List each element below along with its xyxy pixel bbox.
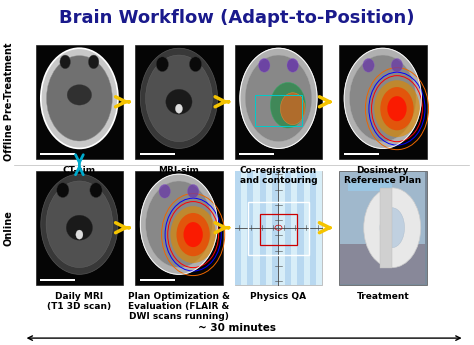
- FancyBboxPatch shape: [339, 45, 427, 159]
- Ellipse shape: [46, 181, 113, 267]
- Bar: [140, 279, 175, 281]
- Ellipse shape: [258, 59, 270, 72]
- Text: Dosimetry
Reference Plan: Dosimetry Reference Plan: [344, 166, 421, 185]
- Ellipse shape: [166, 89, 192, 114]
- Ellipse shape: [76, 230, 83, 239]
- FancyBboxPatch shape: [36, 171, 123, 285]
- Bar: [140, 153, 175, 155]
- Bar: [260, 171, 266, 285]
- Ellipse shape: [140, 48, 218, 148]
- Bar: [340, 244, 425, 284]
- Text: Online: Online: [3, 210, 14, 246]
- Ellipse shape: [176, 213, 210, 256]
- Text: Plan Optimization &
Evaluation (FLAIR &
DWI scans running): Plan Optimization & Evaluation (FLAIR & …: [128, 292, 230, 321]
- Bar: [254, 171, 260, 285]
- Text: CT-sim: CT-sim: [63, 166, 96, 175]
- Bar: [297, 171, 303, 285]
- Ellipse shape: [60, 55, 71, 69]
- Bar: [241, 171, 247, 285]
- Ellipse shape: [41, 48, 118, 148]
- Text: Treatment: Treatment: [356, 292, 409, 300]
- Bar: [344, 153, 379, 155]
- Ellipse shape: [170, 206, 216, 263]
- Bar: [259, 214, 297, 245]
- FancyBboxPatch shape: [235, 171, 322, 285]
- Ellipse shape: [159, 185, 171, 198]
- Text: Brain Workflow (Adapt-to-Position): Brain Workflow (Adapt-to-Position): [59, 9, 415, 27]
- Ellipse shape: [140, 174, 218, 274]
- Ellipse shape: [57, 183, 69, 198]
- Bar: [310, 171, 316, 285]
- Bar: [348, 180, 392, 191]
- Text: Daily MRI
(T1 3D scan): Daily MRI (T1 3D scan): [47, 292, 111, 311]
- Ellipse shape: [387, 96, 407, 121]
- Bar: [316, 171, 322, 285]
- Bar: [239, 153, 274, 155]
- FancyBboxPatch shape: [235, 45, 322, 159]
- Bar: [291, 171, 297, 285]
- Ellipse shape: [287, 59, 299, 72]
- Bar: [285, 171, 291, 285]
- FancyBboxPatch shape: [36, 45, 123, 159]
- Text: ~ 30 minutes: ~ 30 minutes: [198, 323, 276, 333]
- Ellipse shape: [344, 48, 421, 148]
- Bar: [340, 172, 425, 284]
- Ellipse shape: [41, 174, 118, 274]
- FancyBboxPatch shape: [135, 45, 223, 159]
- Bar: [40, 279, 75, 281]
- FancyBboxPatch shape: [339, 171, 427, 285]
- Bar: [303, 171, 310, 285]
- Ellipse shape: [88, 55, 99, 69]
- Bar: [235, 171, 241, 285]
- Ellipse shape: [67, 85, 91, 105]
- Bar: [255, 95, 302, 126]
- Ellipse shape: [380, 208, 404, 248]
- Ellipse shape: [146, 55, 212, 141]
- Ellipse shape: [156, 57, 168, 72]
- FancyBboxPatch shape: [135, 171, 223, 285]
- Ellipse shape: [187, 185, 199, 198]
- Ellipse shape: [374, 80, 420, 137]
- Bar: [266, 171, 272, 285]
- Ellipse shape: [364, 188, 421, 268]
- Ellipse shape: [183, 222, 203, 247]
- Bar: [247, 171, 254, 285]
- Ellipse shape: [281, 93, 305, 125]
- Ellipse shape: [349, 55, 416, 141]
- Ellipse shape: [380, 87, 414, 130]
- Text: Physics QA: Physics QA: [250, 292, 307, 300]
- Ellipse shape: [240, 48, 317, 148]
- Ellipse shape: [90, 183, 102, 198]
- Bar: [380, 188, 392, 268]
- Text: MRI-sim: MRI-sim: [158, 166, 200, 175]
- Bar: [279, 171, 285, 285]
- Bar: [247, 202, 309, 255]
- Bar: [40, 153, 75, 155]
- Bar: [272, 171, 279, 285]
- Ellipse shape: [363, 59, 374, 72]
- Ellipse shape: [270, 82, 306, 128]
- Ellipse shape: [175, 104, 182, 113]
- Ellipse shape: [391, 59, 403, 72]
- Ellipse shape: [46, 56, 112, 141]
- Ellipse shape: [66, 215, 92, 240]
- Text: Offline Pre-Treatment: Offline Pre-Treatment: [3, 42, 14, 161]
- Ellipse shape: [190, 57, 201, 72]
- Ellipse shape: [146, 181, 212, 267]
- Text: Co-registration
and contouring: Co-registration and contouring: [240, 166, 317, 185]
- Ellipse shape: [245, 55, 312, 141]
